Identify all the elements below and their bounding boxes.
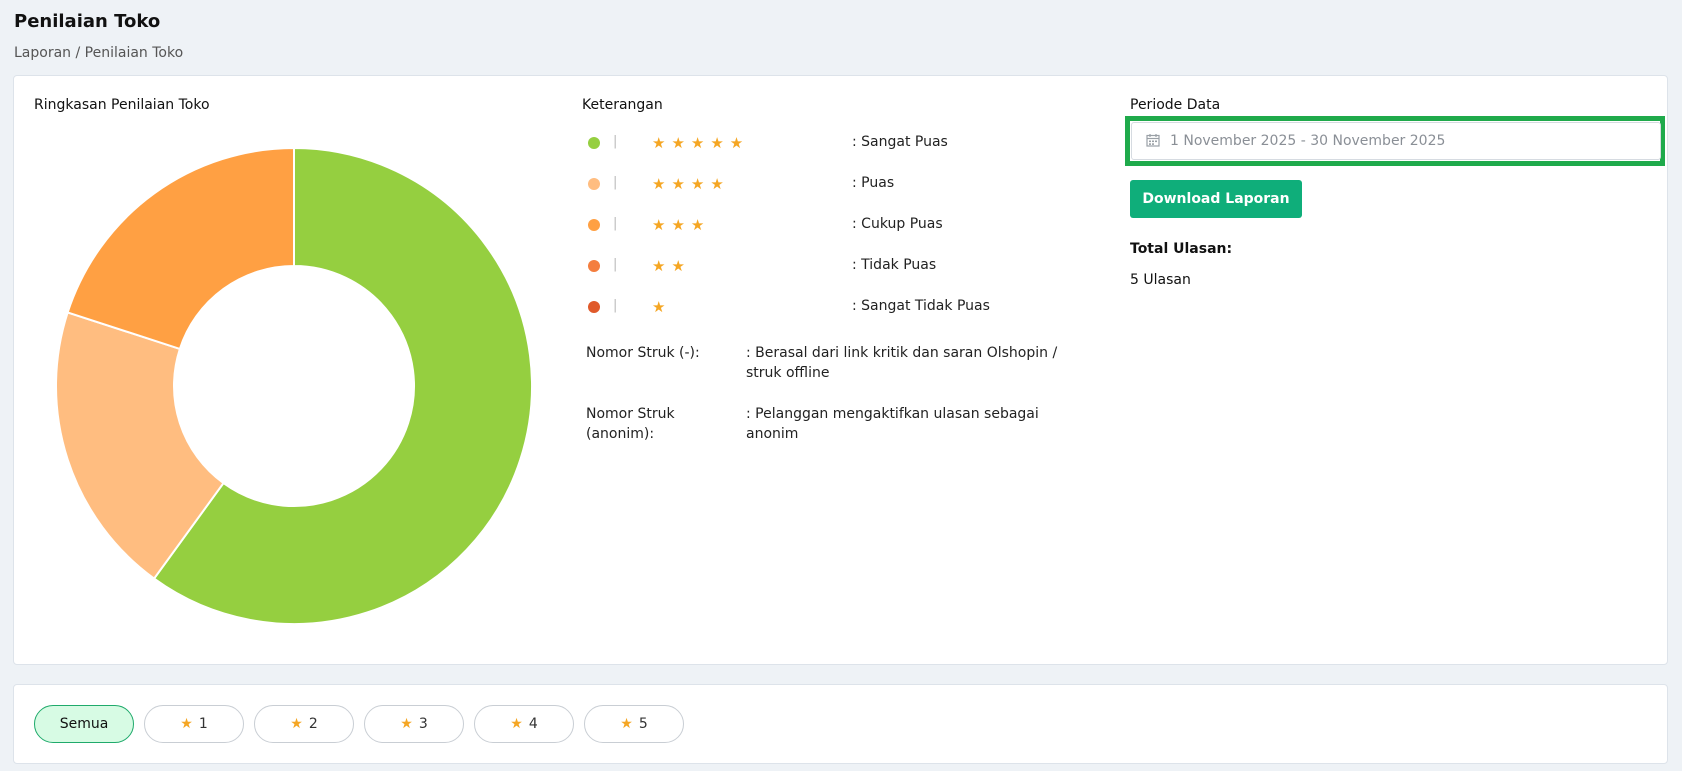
filter-pill-star-3[interactable]: ★ 3 [364, 705, 464, 743]
total-reviews-label: Total Ulasan: [1130, 241, 1233, 257]
summary-title: Ringkasan Penilaian Toko [34, 97, 210, 113]
legend-item: | ★★★★★ : Sangat Puas [588, 133, 1008, 153]
note-value: : Berasal dari link kritik dan saran Ols… [746, 345, 1058, 381]
legend-separator: | [613, 257, 618, 272]
period-title: Periode Data [1130, 97, 1221, 113]
calendar-icon [1146, 134, 1160, 147]
filter-card: Semua ★ 1 ★ 2 ★ 3 ★ 4 ★ 5 [13, 684, 1668, 764]
filter-pill-label: 4 [528, 716, 538, 732]
star-icon: ★ [400, 716, 413, 732]
legend-label: : Sangat Puas [852, 134, 948, 150]
note-key: Nomor Struk (-): [586, 345, 700, 361]
legend-separator: | [613, 298, 618, 313]
page-title: Penilaian Toko [14, 11, 161, 32]
filter-pill-star-4[interactable]: ★ 4 [474, 705, 574, 743]
donut-slice-cukup-puas[interactable] [66, 148, 295, 351]
legend-item: | ★ : Sangat Tidak Puas [588, 297, 1008, 317]
note-key: Nomor Struk (anonim): [586, 406, 675, 442]
legend-item: | ★★★ : Cukup Puas [588, 215, 1008, 235]
legend-color-dot [588, 137, 600, 149]
total-reviews-value: 5 Ulasan [1130, 272, 1191, 288]
note-value: : Pelanggan mengaktifkan ulasan sebagai … [746, 406, 1039, 442]
legend-separator: | [613, 216, 618, 231]
legend-separator: | [613, 175, 618, 190]
date-range-highlight [1125, 116, 1665, 166]
filter-pill-star-5[interactable]: ★ 5 [584, 705, 684, 743]
donut-slice-sangat-puas[interactable] [152, 148, 532, 624]
star-icon: ★★ [652, 257, 691, 275]
date-range-picker[interactable]: 1 November 2025 - 30 November 2025 [1131, 122, 1661, 160]
summary-card: Ringkasan Penilaian Toko Keterangan | ★★★… [13, 75, 1668, 665]
filter-pill-label: 2 [308, 716, 318, 732]
filter-pill-label: 5 [638, 716, 648, 732]
star-icon: ★★★ [652, 216, 711, 234]
filter-pill-star-2[interactable]: ★ 2 [254, 705, 354, 743]
legend-color-dot [588, 301, 600, 313]
legend-label: : Puas [852, 175, 895, 191]
filter-pill-label: 3 [418, 716, 428, 732]
legend-title: Keterangan [582, 97, 663, 113]
legend-color-dot [588, 219, 600, 231]
page-header: Penilaian Toko Laporan / Penilaian Toko [14, 10, 183, 62]
breadcrumb: Laporan / Penilaian Toko [14, 45, 184, 61]
filter-pill-star-1[interactable]: ★ 1 [144, 705, 244, 743]
legend-item: | ★★★★ : Puas [588, 174, 1008, 194]
filter-pill-label: Semua [59, 716, 109, 732]
star-icon: ★ [290, 716, 303, 732]
legend-color-dot [588, 260, 600, 272]
legend-label: : Sangat Tidak Puas [852, 298, 990, 314]
rating-donut-chart [56, 148, 532, 624]
filter-pill-all[interactable]: Semua [34, 705, 134, 743]
star-icon: ★★★★ [652, 175, 730, 193]
legend-label: : Tidak Puas [852, 257, 937, 273]
legend-color-dot [588, 178, 600, 190]
legend-separator: | [613, 134, 618, 149]
star-icon: ★ [510, 716, 523, 732]
star-icon: ★★★★★ [652, 134, 750, 152]
legend-label: : Cukup Puas [852, 216, 943, 232]
legend-item: | ★★ : Tidak Puas [588, 256, 1008, 276]
star-icon: ★ [620, 716, 633, 732]
filter-pill-label: 1 [198, 716, 208, 732]
download-report-button[interactable]: Download Laporan [1130, 180, 1302, 218]
star-icon: ★ [180, 716, 193, 732]
donut-slice-puas[interactable] [56, 311, 225, 580]
star-icon: ★ [652, 298, 672, 316]
date-range-value: 1 November 2025 - 30 November 2025 [1170, 133, 1446, 149]
